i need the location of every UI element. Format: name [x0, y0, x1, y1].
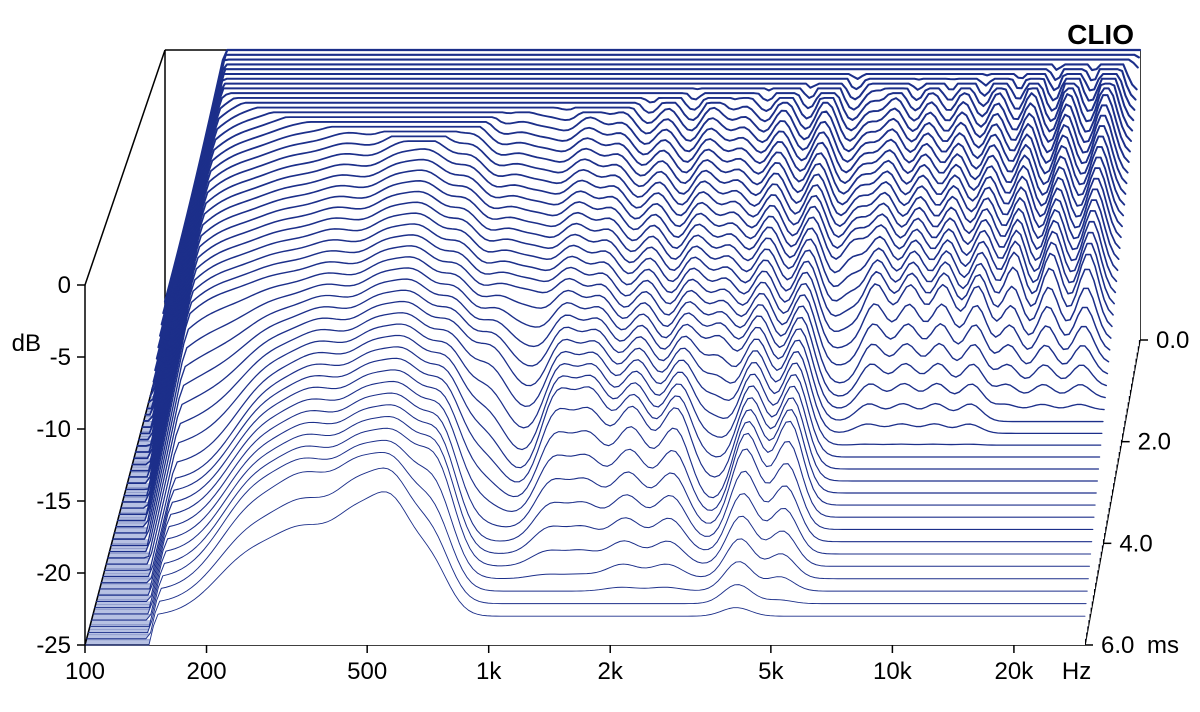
- z-axis-unit: ms: [1147, 632, 1179, 659]
- z-tick-label: 4.0: [1119, 530, 1152, 557]
- waterfall-slices: [85, 50, 1140, 645]
- waterfall-chart: 100 200 500 1k 2k 5k 10k 20k Hz 0 -5 -10 -15 -20 -25 dB…: [0, 0, 1200, 712]
- y-tick-label: -10: [36, 416, 71, 443]
- y-axis-unit: dB: [12, 330, 41, 357]
- x-tick-label: 5k: [758, 658, 784, 685]
- z-tick-label: 2.0: [1138, 429, 1171, 456]
- y-tick-label: 0: [58, 272, 71, 299]
- waterfall-svg: 100 200 500 1k 2k 5k 10k 20k Hz 0 -5 -10 -15 -20 -25 dB…: [0, 0, 1200, 712]
- brand-label: CLIO: [1067, 19, 1134, 50]
- x-tick-label: 1k: [476, 658, 502, 685]
- z-tick-label: 0.0: [1156, 327, 1189, 354]
- y-tick-label: -20: [36, 560, 71, 587]
- x-tick-label: 100: [65, 658, 105, 685]
- x-tick-label: 10k: [873, 658, 913, 685]
- x-tick-label: 2k: [598, 658, 624, 685]
- x-tick-label: 500: [347, 658, 387, 685]
- y-tick-label: -15: [36, 488, 71, 515]
- x-axis-unit: Hz: [1062, 658, 1091, 685]
- y-tick-label: -5: [50, 344, 71, 371]
- x-tick-label: 200: [187, 658, 227, 685]
- y-tick-label: -25: [36, 632, 71, 659]
- x-tick-label: 20k: [995, 658, 1035, 685]
- z-tick-label: 6.0: [1101, 632, 1134, 659]
